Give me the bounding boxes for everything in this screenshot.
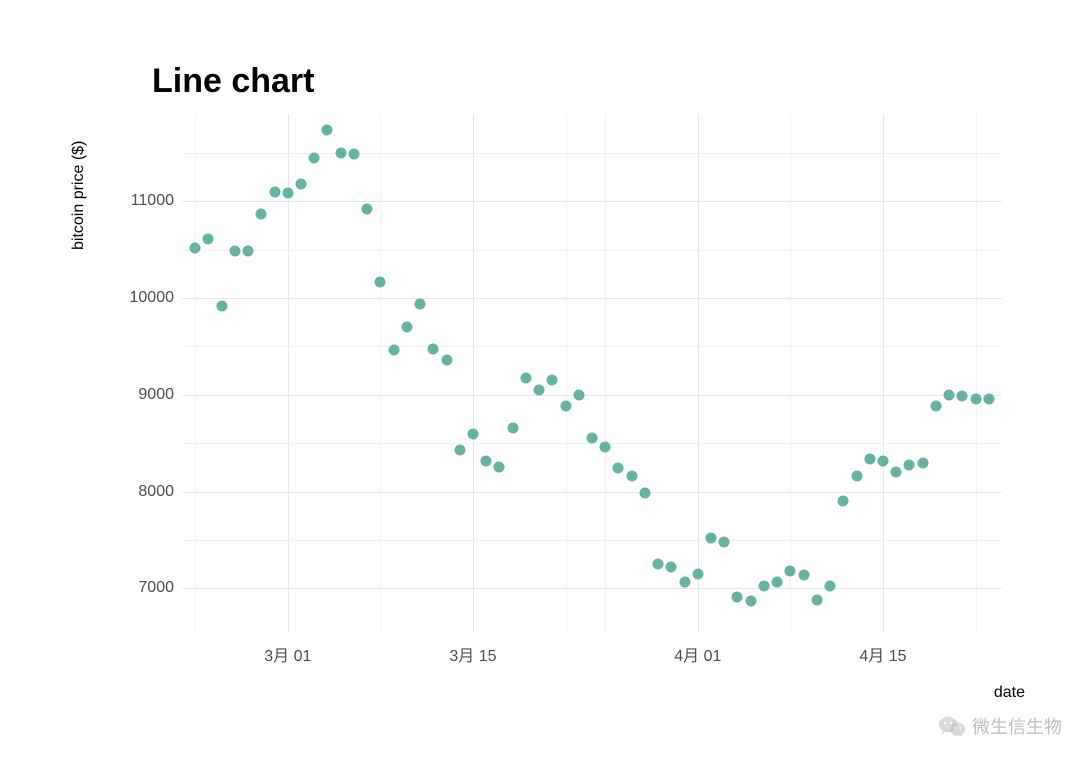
data-point	[970, 393, 981, 404]
data-point	[613, 463, 624, 474]
grid-h-minor	[182, 346, 1002, 347]
data-point	[851, 471, 862, 482]
data-point	[877, 455, 888, 466]
data-point	[798, 569, 809, 580]
data-point	[758, 580, 769, 591]
data-point	[282, 188, 293, 199]
data-point	[600, 442, 611, 453]
x-tick-label: 3月 15	[449, 642, 496, 666]
data-point	[388, 345, 399, 356]
data-point	[930, 401, 941, 412]
x-tick-label: 3月 01	[264, 642, 311, 666]
watermark-text: 微生信生物	[972, 713, 1062, 739]
data-point	[983, 393, 994, 404]
data-point	[216, 300, 227, 311]
grid-h-minor	[182, 250, 1002, 251]
x-tick-label: 4月 15	[859, 642, 906, 666]
data-point	[666, 562, 677, 573]
data-point	[507, 422, 518, 433]
data-point	[825, 581, 836, 592]
y-tick-label: 8000	[104, 483, 174, 501]
data-point	[864, 453, 875, 464]
data-point	[692, 568, 703, 579]
data-point	[203, 233, 214, 244]
y-axis-label: bitcoin price ($)	[70, 141, 88, 250]
y-tick-label: 9000	[104, 386, 174, 404]
data-point	[309, 152, 320, 163]
data-point	[190, 242, 201, 253]
grid-h-minor	[182, 153, 1002, 154]
data-point	[838, 496, 849, 507]
data-point	[441, 354, 452, 365]
data-point	[401, 322, 412, 333]
grid-h-major	[182, 492, 1002, 493]
wechat-icon	[938, 714, 966, 738]
data-point	[348, 148, 359, 159]
data-point	[745, 596, 756, 607]
data-point	[679, 576, 690, 587]
data-point	[229, 245, 240, 256]
data-point	[269, 187, 280, 198]
data-point	[626, 471, 637, 482]
data-point	[243, 245, 254, 256]
data-point	[428, 344, 439, 355]
data-point	[494, 462, 505, 473]
data-point	[772, 576, 783, 587]
data-point	[891, 467, 902, 478]
data-point	[454, 444, 465, 455]
data-point	[362, 203, 373, 214]
grid-v-major	[698, 114, 699, 632]
grid-h-major	[182, 588, 1002, 589]
data-point	[296, 178, 307, 189]
data-point	[467, 428, 478, 439]
grid-h-major	[182, 395, 1002, 396]
data-point	[547, 375, 558, 386]
data-point	[481, 455, 492, 466]
data-point	[375, 276, 386, 287]
data-point	[719, 536, 730, 547]
x-axis-label: date	[994, 684, 1025, 702]
data-point	[534, 384, 545, 395]
grid-v-major	[473, 114, 474, 632]
data-point	[335, 147, 346, 158]
y-tick-label: 7000	[104, 579, 174, 597]
grid-v-minor	[195, 114, 196, 632]
data-point	[706, 533, 717, 544]
grid-v-minor	[790, 114, 791, 632]
data-point	[944, 389, 955, 400]
grid-h-minor	[182, 540, 1002, 541]
data-point	[587, 433, 598, 444]
data-point	[256, 208, 267, 219]
data-point	[732, 592, 743, 603]
data-point	[957, 390, 968, 401]
grid-v-minor	[566, 114, 567, 632]
chart-title: Line chart	[152, 62, 314, 101]
grid-v-minor	[380, 114, 381, 632]
data-point	[520, 373, 531, 384]
data-point	[917, 457, 928, 468]
plot-area	[182, 114, 1002, 632]
data-point	[639, 487, 650, 498]
data-point	[785, 566, 796, 577]
grid-v-major	[883, 114, 884, 632]
data-point	[904, 460, 915, 471]
y-tick-label: 10000	[104, 289, 174, 307]
watermark: 微生信生物	[938, 713, 1062, 739]
data-point	[811, 595, 822, 606]
grid-h-major	[182, 201, 1002, 202]
y-tick-label: 11000	[104, 192, 174, 210]
data-point	[653, 559, 664, 570]
data-point	[573, 389, 584, 400]
data-point	[560, 401, 571, 412]
data-point	[322, 125, 333, 136]
x-tick-label: 4月 01	[674, 642, 721, 666]
grid-h-major	[182, 298, 1002, 299]
data-point	[415, 298, 426, 309]
grid-v-minor	[976, 114, 977, 632]
grid-v-minor	[605, 114, 606, 632]
